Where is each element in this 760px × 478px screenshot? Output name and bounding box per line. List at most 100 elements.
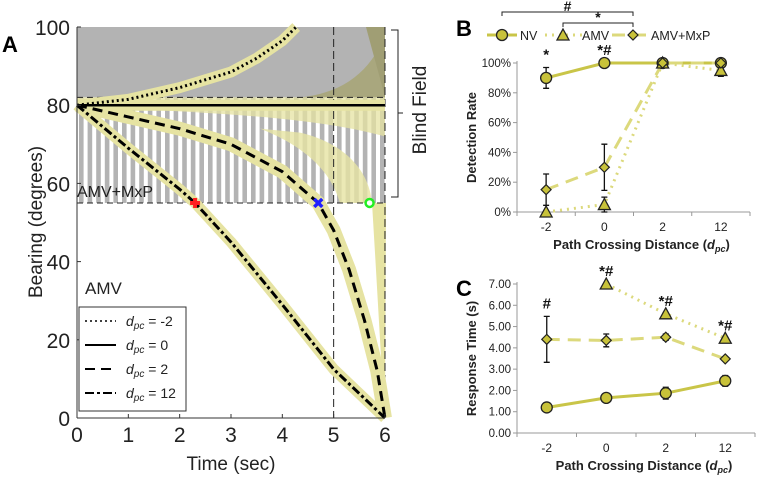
y-tick-label: 60% <box>488 118 511 130</box>
diamond-marker <box>540 183 552 196</box>
blind-field-stripe <box>380 97 385 203</box>
amv-region-label: AMV <box>85 279 123 298</box>
legend-entry-label: dpc = 0 <box>126 337 168 356</box>
circle-marker <box>495 28 509 42</box>
blind-field-stripe <box>96 97 101 203</box>
uncertainty-region <box>300 34 385 98</box>
significance-bracket <box>501 11 634 16</box>
blind-field-label: Blind Field <box>410 66 431 155</box>
panel-b-legend: NV AMV AMV+MxP # * <box>487 0 710 43</box>
x-tick-label: 6 <box>379 424 391 447</box>
diamond-marker <box>715 57 727 69</box>
circle-marker <box>539 71 553 85</box>
x-tick-label: 5 <box>328 424 340 447</box>
blind-field-stripe <box>268 97 273 203</box>
blind-field-stripe <box>362 97 368 203</box>
diamond-marker <box>540 333 553 346</box>
amv-mxp-region-label: AMV+MxP <box>77 184 153 201</box>
blind-field-stripe <box>354 97 359 203</box>
diamond-marker <box>659 331 672 344</box>
blind-field-stripe <box>294 97 299 203</box>
significance-annotation: *# <box>718 317 733 334</box>
blind-field-stripe <box>165 97 170 203</box>
series-line-amv <box>605 282 726 340</box>
y-axis-label: Detection Rate <box>464 92 479 183</box>
blind-field-stripe <box>285 97 290 203</box>
diamond-marker <box>627 29 639 41</box>
panel-label-b: B <box>456 16 472 41</box>
legend-entry-label: dpc = -2 <box>126 313 173 332</box>
blind-field-stripe <box>216 97 222 203</box>
y-tick-label: 20% <box>488 177 511 189</box>
x-tick-label: 0 <box>71 424 83 447</box>
x-tick-label: 4 <box>276 424 288 447</box>
y-tick-label: 2.00 <box>489 385 511 397</box>
significance-annotation: # <box>543 295 552 312</box>
x-tick-label: 0 <box>601 220 608 234</box>
triangle-marker <box>599 276 614 290</box>
y-tick-label: 5.00 <box>489 322 511 334</box>
blind-field-stripe <box>182 97 187 203</box>
series-line-amv-mxp <box>546 335 726 361</box>
diamond-marker <box>656 57 669 69</box>
series-line-nv <box>545 61 721 80</box>
legend-box <box>78 306 187 412</box>
blind-field-stripe <box>345 97 351 203</box>
significance-bracket <box>562 22 634 27</box>
y-tick-label: 6.00 <box>489 300 511 312</box>
circle-marker <box>540 401 553 414</box>
blind-field-stripe <box>147 97 153 203</box>
uncertainty-band <box>260 128 372 203</box>
uncertainty-region <box>366 27 385 98</box>
blind-field-stripe <box>276 97 282 203</box>
blind-field-stripe <box>113 97 118 203</box>
legend-entry-label: NV <box>520 29 538 43</box>
panel-label-a: A <box>2 32 18 57</box>
x-axis-label: Path Crossing Distance (dpc) <box>556 458 733 475</box>
y-axis-label: Response Time (s) <box>464 301 479 416</box>
x-tick-label: 3 <box>225 424 237 447</box>
triangle-marker <box>713 63 728 77</box>
y-tick-label: 7.00 <box>489 279 511 291</box>
x-tick-label: 12 <box>719 441 733 455</box>
x-tick-label: 2 <box>662 441 669 455</box>
circle-marker <box>659 387 672 400</box>
y-tick-label: 100% <box>482 58 511 70</box>
significance-annotation: * <box>543 46 549 63</box>
blind-field-stripe <box>139 97 144 203</box>
y-tick-label: 4.00 <box>489 343 511 355</box>
series-line-amv-mxp <box>545 61 721 192</box>
significance-annotation: *# <box>659 293 674 310</box>
blind-field-stripe <box>79 97 84 203</box>
triangle-marker <box>539 204 554 218</box>
x-tick-label: 0 <box>603 441 610 455</box>
x-marker-icon <box>313 197 324 209</box>
triangle-marker <box>597 197 612 211</box>
y-axis-label: Bearing (degrees) <box>26 146 47 298</box>
diamond-marker <box>719 353 732 365</box>
circle-marker-icon <box>364 197 375 209</box>
legend-entry-label: AMV+MxP <box>651 29 710 43</box>
circle-marker <box>600 391 613 405</box>
y-tick-label: 0 <box>58 408 70 431</box>
blind-field-stripe <box>190 97 196 203</box>
x-axis-label: Path Crossing Distance (dpc) <box>553 237 730 254</box>
x-tick-label: 2 <box>174 424 186 447</box>
blind-field-stripe <box>173 97 179 203</box>
diamond-marker <box>600 334 613 347</box>
circle-marker <box>719 374 732 388</box>
blind-field-stripe <box>371 97 376 203</box>
x-tick-label: -2 <box>541 220 552 234</box>
triangle-marker <box>658 306 673 320</box>
trajectory-line <box>76 104 387 420</box>
y-tick-label: 3.00 <box>489 364 511 376</box>
legend-entry-label: AMV <box>582 29 610 43</box>
x-axis-label: Time (sec) <box>186 454 275 475</box>
y-tick-label: 1.00 <box>489 407 511 419</box>
trajectory-line <box>76 25 298 107</box>
blind-field-bracket <box>391 29 403 198</box>
x-tick-label: 2 <box>659 220 666 234</box>
panel-c: 0.00 1.00 2.00 3.00 4.00 5.00 6.00 7.00 -2 0 2 12 Pa… <box>464 263 756 475</box>
y-tick-label: 0% <box>494 207 511 219</box>
